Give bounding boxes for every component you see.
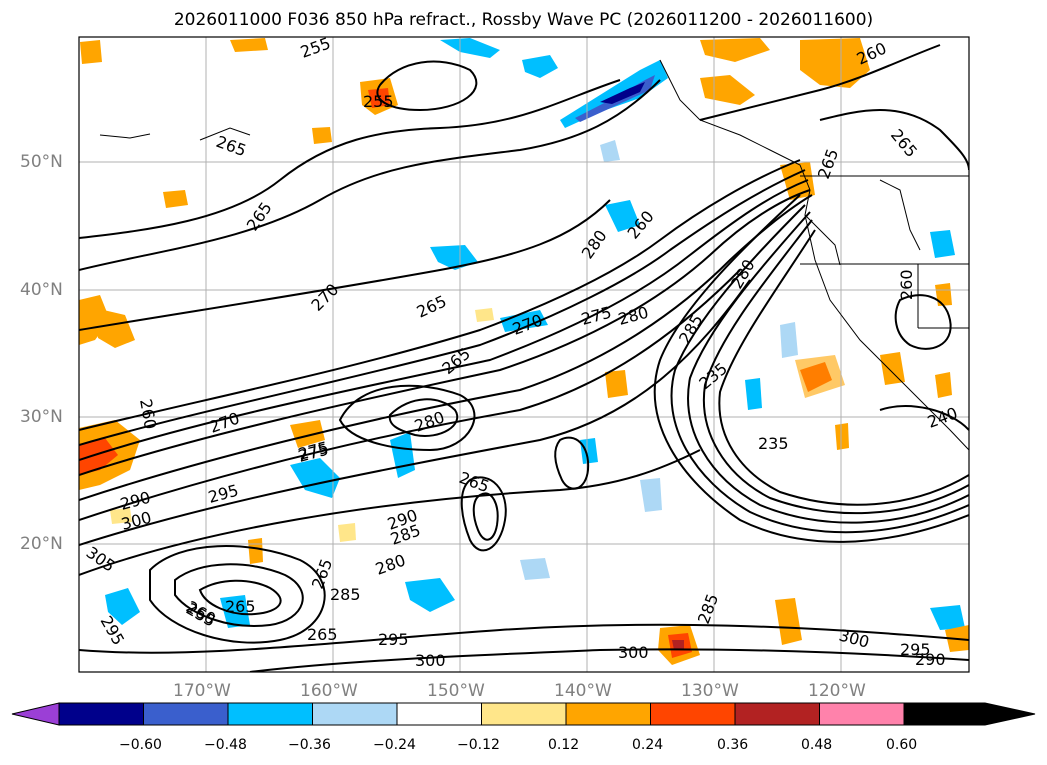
contour-label: 295 bbox=[378, 630, 409, 649]
colorbar-tick-label: 0.36 bbox=[717, 737, 749, 753]
colorbar-extend-high bbox=[903, 702, 1036, 726]
colorbar-tick-label: −0.36 bbox=[288, 737, 331, 753]
colorbar-tick-label: 0.12 bbox=[548, 737, 580, 753]
lat-label: 30°N bbox=[20, 407, 63, 427]
contour-label: 265 bbox=[225, 597, 256, 616]
contour-label: 295 bbox=[900, 640, 931, 659]
lon-label: 120°W bbox=[808, 681, 866, 701]
colorbar-tick-label: 0.60 bbox=[886, 737, 918, 753]
contour-label: 235 bbox=[758, 434, 789, 453]
contour-label: 265 bbox=[307, 625, 338, 644]
colorbar-bin bbox=[481, 702, 567, 726]
contour-label: 300 bbox=[415, 651, 446, 670]
lon-label: 130°W bbox=[681, 681, 739, 701]
map-plot-area: 255 260 265 265 255 265 270 265 270 275 … bbox=[79, 37, 969, 672]
lat-label: 50°N bbox=[20, 152, 63, 172]
lon-label: 140°W bbox=[554, 681, 612, 701]
colorbar-tick-label: −0.48 bbox=[204, 737, 247, 753]
colorbar-bin bbox=[734, 702, 820, 726]
colorbar-bin bbox=[227, 702, 313, 726]
contour-label: 255 bbox=[363, 92, 394, 111]
colorbar-extend-low bbox=[11, 702, 60, 726]
colorbar-bin bbox=[396, 702, 482, 726]
colorbar-tick-label: −0.24 bbox=[373, 737, 416, 753]
colorbar-bin bbox=[312, 702, 398, 726]
colorbar-tick-label: −0.12 bbox=[457, 737, 500, 753]
lon-label: 150°W bbox=[427, 681, 485, 701]
contour-label: 260 bbox=[897, 269, 916, 300]
colorbar-tick-label: 0.48 bbox=[801, 737, 833, 753]
lat-label: 20°N bbox=[20, 534, 63, 554]
contour-label: 300 bbox=[618, 643, 649, 662]
contour-label-group: 255 260 265 265 255 265 270 265 270 275 … bbox=[83, 37, 960, 670]
colorbar-bin bbox=[143, 702, 229, 726]
lon-label: 160°W bbox=[300, 681, 358, 701]
refractivity-contours bbox=[79, 44, 969, 672]
lat-label: 40°N bbox=[20, 280, 63, 300]
map-title: 2026011000 F036 850 hPa refract., Rossby… bbox=[173, 10, 874, 30]
colorbar bbox=[11, 702, 1036, 726]
anomaly-shading bbox=[79, 38, 969, 665]
colorbar-bin bbox=[650, 702, 736, 726]
colorbar-bin bbox=[565, 702, 651, 726]
colorbar-tick-label: 0.24 bbox=[632, 737, 664, 753]
colorbar-bin bbox=[819, 702, 905, 726]
map-frame bbox=[78, 36, 970, 673]
contour-label: 290 bbox=[915, 650, 946, 669]
contour-label: 285 bbox=[330, 585, 361, 604]
colorbar-bin bbox=[58, 702, 144, 726]
colorbar-tick-label: −0.60 bbox=[119, 737, 162, 753]
lon-label: 170°W bbox=[173, 681, 231, 701]
